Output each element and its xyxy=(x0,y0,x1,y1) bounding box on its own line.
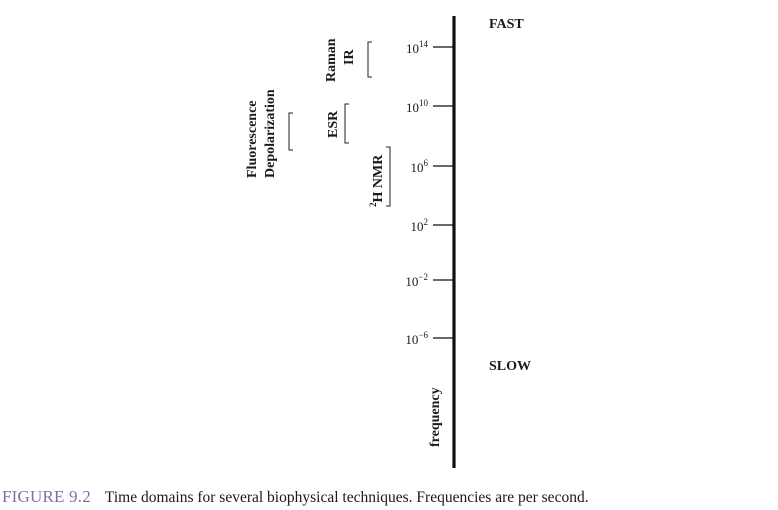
nmr-range-bracket xyxy=(386,146,391,207)
technique-esr-label: ESR xyxy=(326,110,341,138)
nmr-label-text: H NMR xyxy=(371,154,386,203)
slow-label: SLOW xyxy=(489,359,531,374)
technique-ir-label: IR xyxy=(342,49,357,65)
tick-labels: 1014 1010 106 102 10−2 10−6 xyxy=(405,39,428,347)
technique-nmr-label: 2H NMR xyxy=(368,154,386,207)
figure-caption-label: FIGURE 9.2 xyxy=(2,487,91,506)
technique-fluorescence-line1: Fluorescence xyxy=(245,101,260,179)
tick-label: 106 xyxy=(411,158,429,175)
tick-label: 102 xyxy=(411,217,429,234)
esr-range-bracket xyxy=(344,103,349,144)
figure-caption: FIGURE 9.2 Time domains for several bioph… xyxy=(2,487,589,507)
tick-label: 10−2 xyxy=(405,272,428,289)
fast-label: FAST xyxy=(489,17,524,32)
figure-caption-text: Time domains for several biophysical tec… xyxy=(104,489,589,506)
fluorescence-range-bracket xyxy=(288,112,293,151)
raman-ir-range-bracket xyxy=(367,41,372,78)
tick-label: 10−6 xyxy=(405,330,428,347)
nmr-superscript: 2 xyxy=(368,202,378,207)
technique-raman-label: Raman xyxy=(324,38,339,82)
axis-ticks xyxy=(433,46,454,339)
tick-label: 1010 xyxy=(406,98,429,115)
technique-fluorescence-line2: Depolarization xyxy=(263,89,278,178)
axis-label: frequency xyxy=(428,387,443,447)
tick-label: 1014 xyxy=(406,39,429,56)
